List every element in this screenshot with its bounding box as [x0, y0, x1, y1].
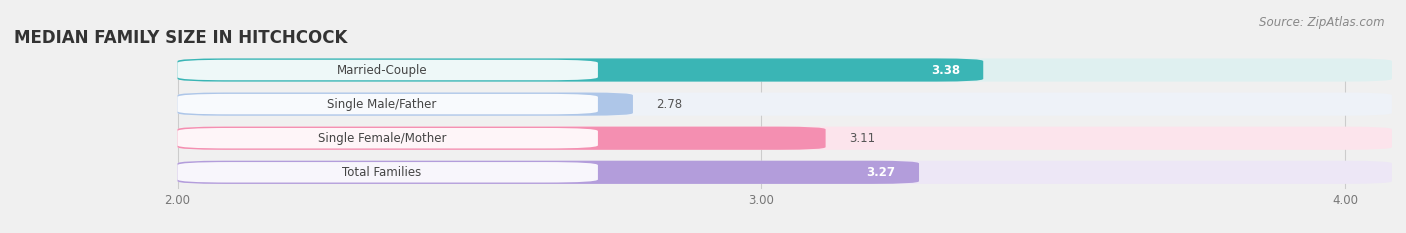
- FancyBboxPatch shape: [177, 93, 1392, 116]
- Text: 3.38: 3.38: [931, 64, 960, 76]
- Text: Married-Couple: Married-Couple: [336, 64, 427, 76]
- Text: MEDIAN FAMILY SIZE IN HITCHCOCK: MEDIAN FAMILY SIZE IN HITCHCOCK: [14, 29, 347, 47]
- Text: Single Female/Mother: Single Female/Mother: [318, 132, 446, 145]
- Text: 3.27: 3.27: [866, 166, 896, 179]
- FancyBboxPatch shape: [177, 127, 825, 150]
- FancyBboxPatch shape: [177, 58, 983, 82]
- FancyBboxPatch shape: [177, 161, 920, 184]
- FancyBboxPatch shape: [177, 161, 1392, 184]
- FancyBboxPatch shape: [177, 162, 598, 182]
- FancyBboxPatch shape: [177, 93, 633, 116]
- FancyBboxPatch shape: [177, 128, 598, 148]
- Text: 2.78: 2.78: [657, 98, 682, 111]
- Text: Source: ZipAtlas.com: Source: ZipAtlas.com: [1260, 16, 1385, 29]
- Text: Single Male/Father: Single Male/Father: [328, 98, 437, 111]
- FancyBboxPatch shape: [177, 127, 1392, 150]
- FancyBboxPatch shape: [177, 58, 1392, 82]
- Text: 3.11: 3.11: [849, 132, 875, 145]
- FancyBboxPatch shape: [177, 94, 598, 114]
- FancyBboxPatch shape: [177, 60, 598, 80]
- Text: Total Families: Total Families: [342, 166, 422, 179]
